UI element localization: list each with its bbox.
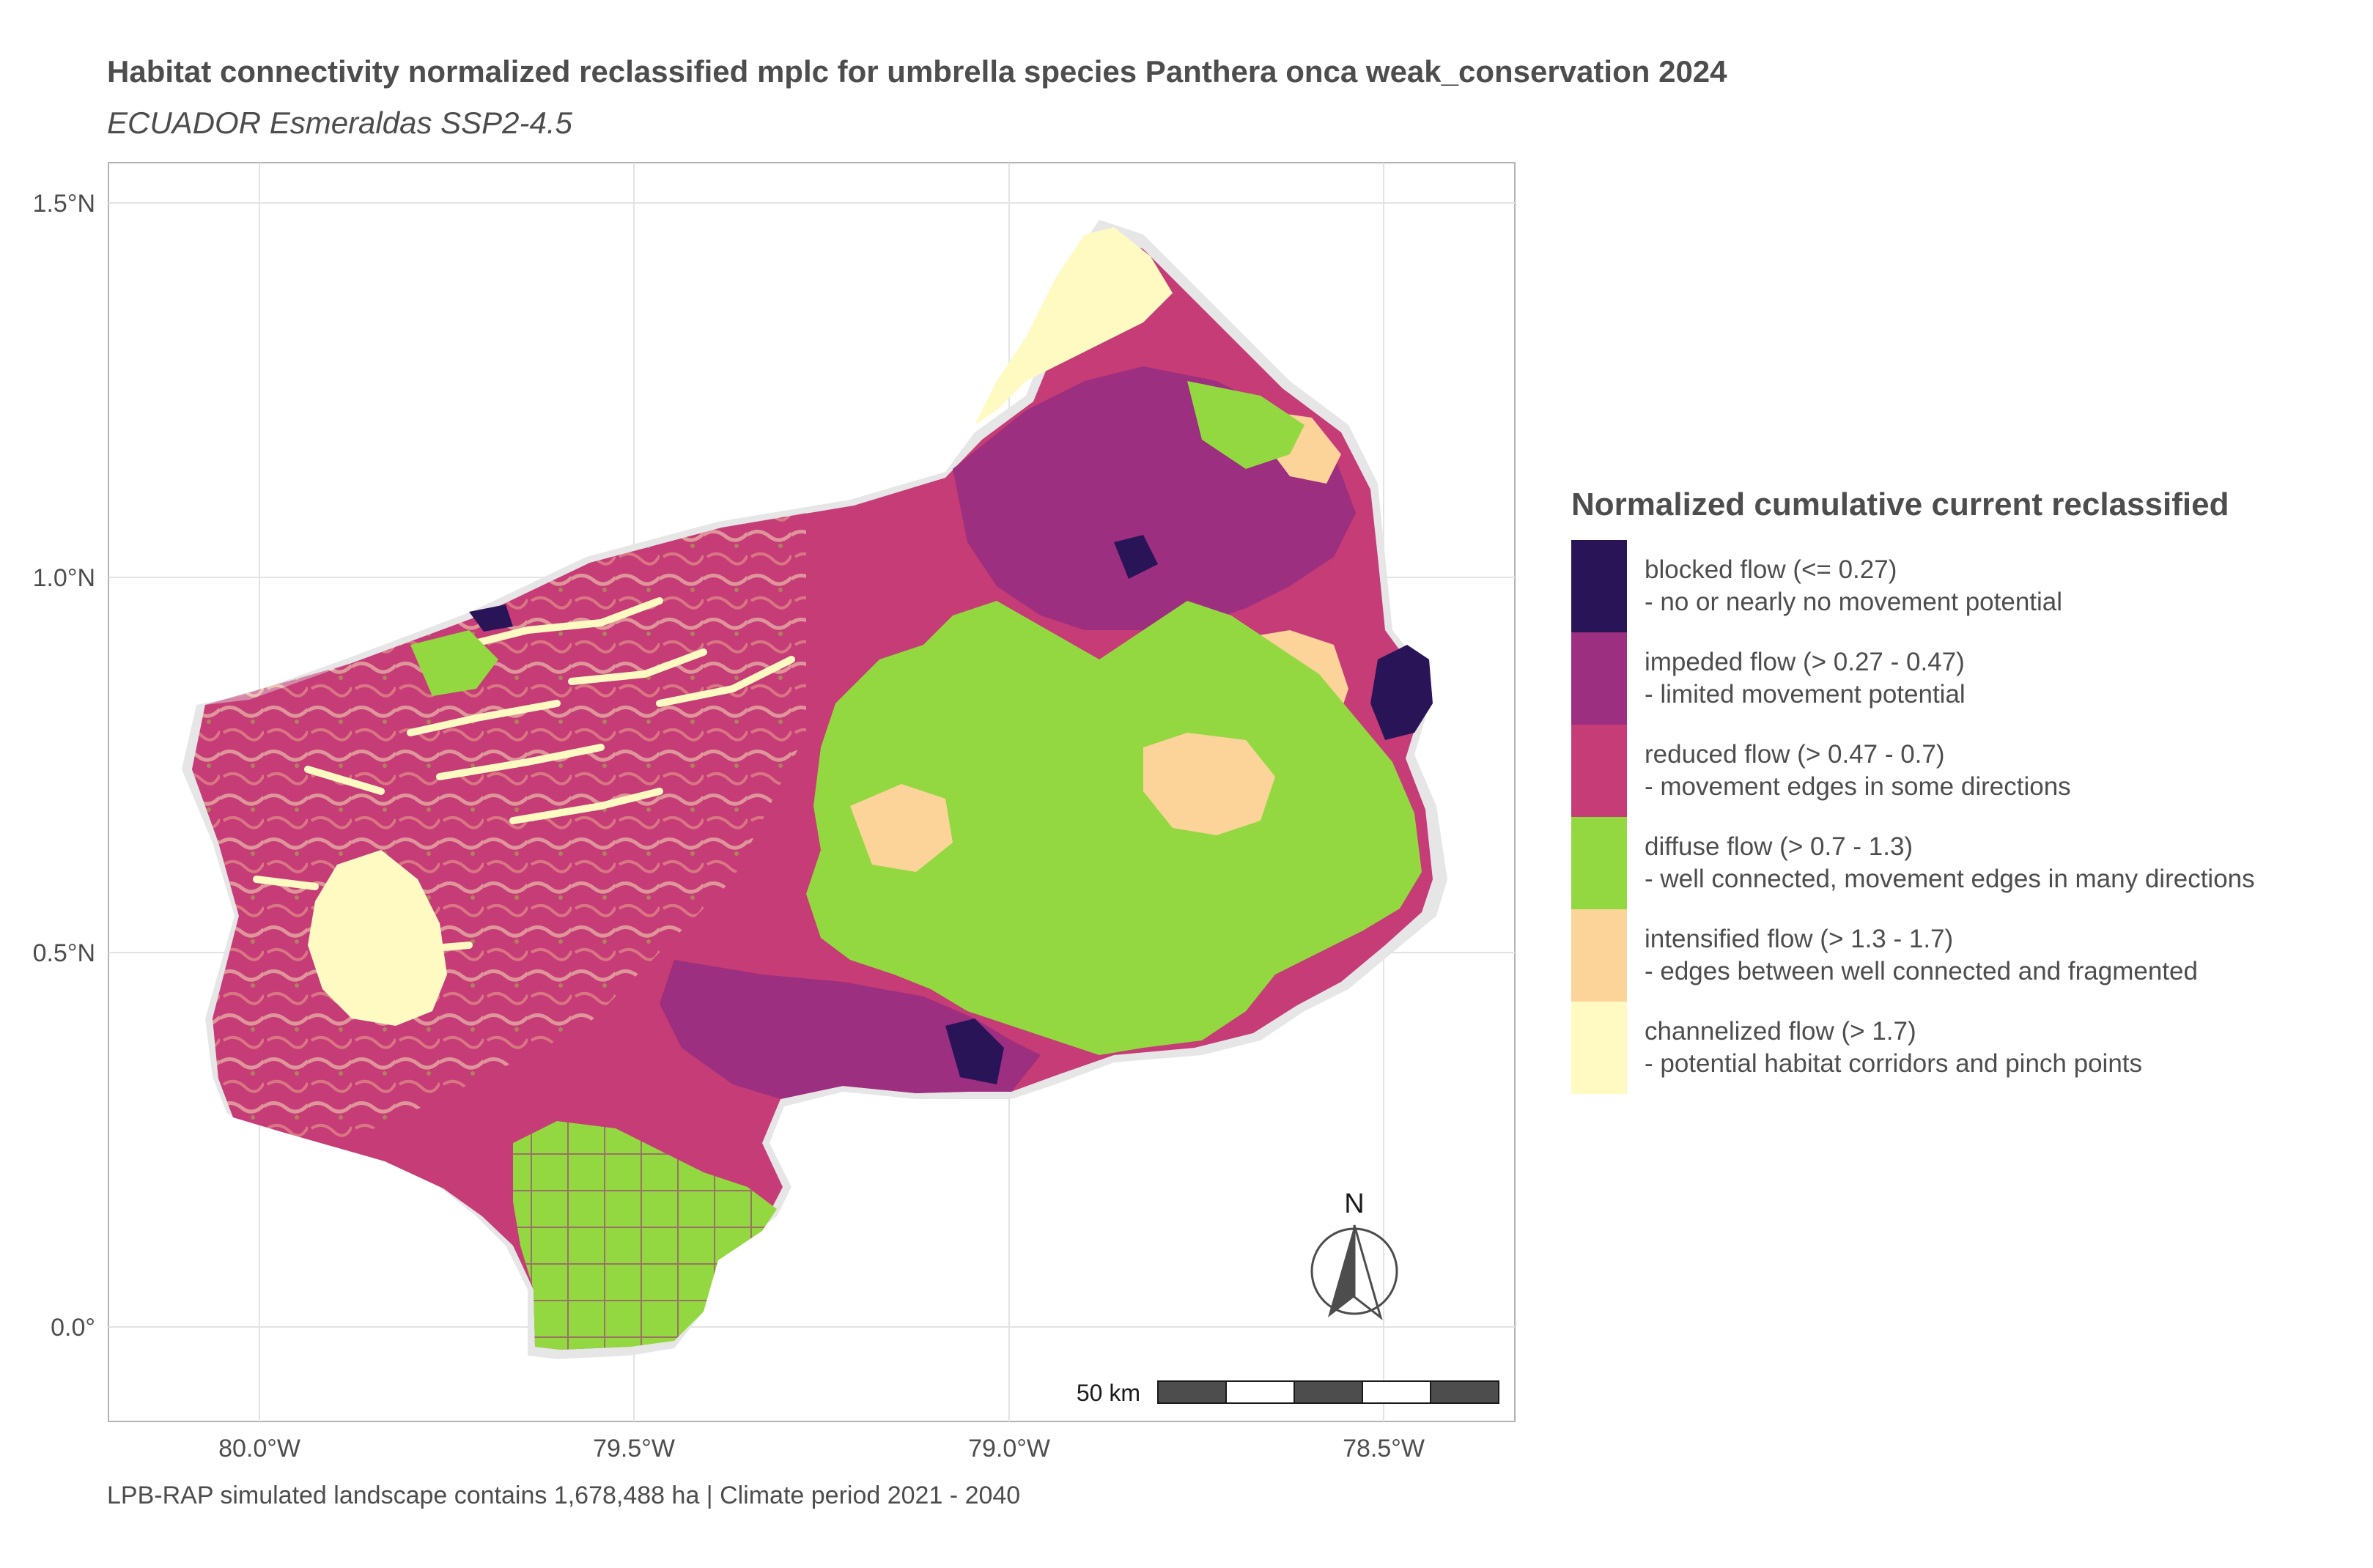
legend-swatch <box>1571 909 1627 1002</box>
north-arrow-needle-right <box>1353 1224 1383 1321</box>
north-arrow: N <box>1310 1188 1398 1321</box>
legend-swatch <box>1571 725 1627 817</box>
legend-description: - no or nearly no movement potential <box>1645 588 2063 616</box>
channelized-flow-streaks <box>253 597 795 956</box>
north-arrow-label: N <box>1344 1188 1364 1219</box>
diffuse-flow-west-patch <box>410 630 498 696</box>
channelized-flow-west <box>308 850 447 1026</box>
legend-swatch <box>1571 1002 1627 1094</box>
legend-item-intensified: intensified flow (> 1.3 - 1.7) - edges b… <box>1571 909 2255 1002</box>
legend-text: intensified flow (> 1.3 - 1.7) - edges b… <box>1645 923 2198 988</box>
legend: blocked flow (<= 0.27) - no or nearly no… <box>1571 540 2255 1094</box>
blocked-flow-northwest <box>469 604 513 632</box>
channelized-flow-north <box>975 227 1173 425</box>
impeded-flow-region <box>660 960 1041 1099</box>
legend-description: - edges between well connected and fragm… <box>1645 957 2198 985</box>
x-tick-label: 79.5°W <box>593 1435 675 1462</box>
x-tick-label: 79.0°W <box>968 1435 1050 1462</box>
y-tick-label: 1.5°N <box>33 190 95 218</box>
intensified-flow-inner <box>1143 733 1275 835</box>
x-axis: 80.0°W 79.5°W 79.0°W 78.5°W <box>218 1435 1425 1462</box>
legend-item-diffuse: diffuse flow (> 0.7 - 1.3) - well connec… <box>1571 817 2255 909</box>
legend-swatch <box>1571 817 1627 909</box>
scale-bar: 50 km <box>1077 1380 1499 1406</box>
scale-bar-label: 50 km <box>1077 1380 1140 1406</box>
intensified-flow-inner-west <box>850 784 953 872</box>
y-tick-label: 0.0° <box>51 1314 95 1342</box>
x-tick-label: 78.5°W <box>1343 1435 1425 1462</box>
legend-item-channelized: channelized flow (> 1.7) - potential hab… <box>1571 1002 2255 1094</box>
diffuse-flow-north-strip <box>1187 381 1304 469</box>
y-tick-label: 1.0°N <box>33 564 95 592</box>
blocked-flow-north <box>1114 535 1158 579</box>
legend-label: blocked flow (<= 0.27) <box>1645 555 1897 584</box>
legend-label: impeded flow (> 0.27 - 0.47) <box>1645 648 1965 676</box>
map-title: Habitat connectivity normalized reclassi… <box>107 54 1727 89</box>
y-axis: 1.5°N 1.0°N 0.5°N 0.0° <box>33 190 95 1342</box>
legend-label: channelized flow (> 1.7) <box>1645 1017 1916 1046</box>
map-subtitle: ECUADOR Esmeraldas SSP2-4.5 <box>107 106 572 140</box>
map-caption: LPB-RAP simulated landscape contains 1,6… <box>107 1482 1021 1509</box>
north-arrow-needle-left <box>1328 1225 1354 1317</box>
legend-item-blocked: blocked flow (<= 0.27) - no or nearly no… <box>1571 540 2255 632</box>
legend-swatch <box>1571 540 1627 632</box>
blocked-flow-east <box>1370 645 1433 740</box>
legend-text: impeded flow (> 0.27 - 0.47) - limited m… <box>1645 646 1966 711</box>
legend-title: Normalized cumulative current reclassifi… <box>1571 487 2229 522</box>
legend-swatch <box>1571 632 1627 725</box>
diffuse-flow-south <box>513 1121 777 1350</box>
legend-label: intensified flow (> 1.3 - 1.7) <box>1645 925 1954 953</box>
legend-text: channelized flow (> 1.7) - potential hab… <box>1645 1016 2142 1080</box>
connectivity-raster <box>182 220 1447 1359</box>
legend-item-reduced: reduced flow (> 0.47 - 0.7) - movement e… <box>1571 725 2255 817</box>
blocked-flow-south <box>945 1018 1004 1084</box>
legend-label: diffuse flow (> 0.7 - 1.3) <box>1645 832 1913 861</box>
legend-text: blocked flow (<= 0.27) - no or nearly no… <box>1645 554 2062 618</box>
legend-description: - well connected, movement edges in many… <box>1645 865 2255 893</box>
legend-text: diffuse flow (> 0.7 - 1.3) - well connec… <box>1645 831 2255 895</box>
legend-item-impeded: impeded flow (> 0.27 - 0.47) - limited m… <box>1571 632 2255 725</box>
legend-description: - movement edges in some directions <box>1645 772 2071 801</box>
x-tick-label: 80.0°W <box>218 1435 300 1462</box>
diffuse-flow-east <box>806 601 1422 1055</box>
y-tick-label: 0.5°N <box>33 939 95 967</box>
legend-text: reduced flow (> 0.47 - 0.7) - movement e… <box>1645 739 2071 803</box>
legend-description: - limited movement potential <box>1645 680 1966 709</box>
legend-description: - potential habitat corridors and pinch … <box>1645 1049 2143 1078</box>
legend-label: reduced flow (> 0.47 - 0.7) <box>1645 740 1945 769</box>
